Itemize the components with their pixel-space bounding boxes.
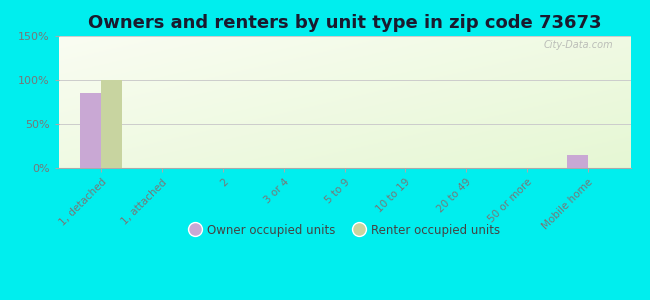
Bar: [567, 155, 588, 168]
Bar: [101, 80, 122, 168]
Bar: [80, 93, 101, 168]
Title: Owners and renters by unit type in zip code 73673: Owners and renters by unit type in zip c…: [88, 14, 601, 32]
Text: City-Data.com: City-Data.com: [543, 40, 614, 50]
Legend: Owner occupied units, Renter occupied units: Owner occupied units, Renter occupied un…: [185, 219, 504, 241]
